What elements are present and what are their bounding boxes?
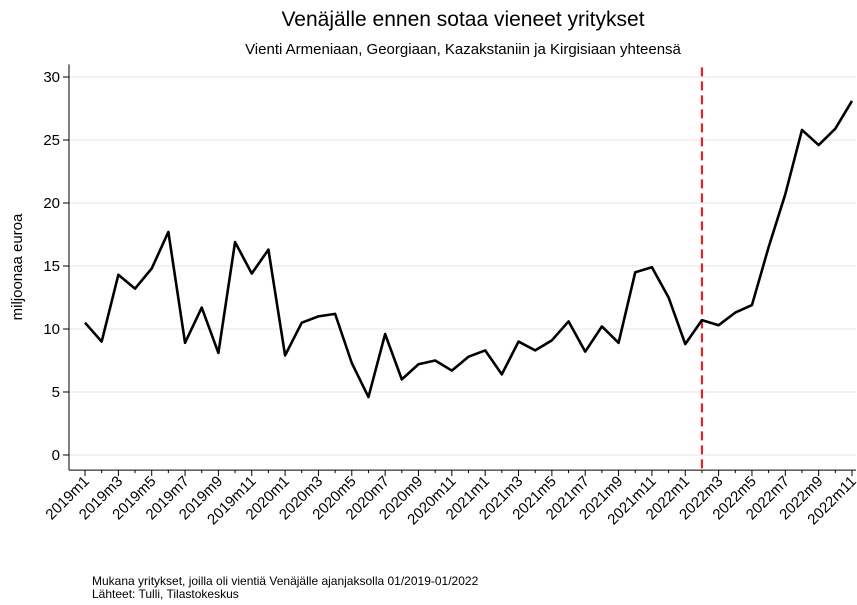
line	[84, 100, 854, 399]
y-tick-label: 20	[43, 195, 60, 212]
y-tick-label: 5	[52, 384, 60, 401]
note: Mukana yritykset, joilla oli vientiä Ven…	[92, 574, 479, 588]
y-tick-label: 15	[43, 258, 60, 275]
chart-subtitle: Vienti Armeniaan, Georgiaan, Kazakstanii…	[245, 41, 681, 58]
chart-title: Venäjälle ennen sotaa vieneet yritykset	[281, 8, 644, 31]
y-tick-label: 0	[52, 447, 60, 464]
y-axis-label: miljoonaa euroa	[9, 213, 26, 320]
y-tick-label: 10	[43, 321, 60, 338]
y-tick-label: 25	[43, 132, 60, 149]
y-tick-label: 30	[43, 69, 60, 86]
note: Lähteet: Tulli, Tilastokeskus	[92, 587, 239, 601]
